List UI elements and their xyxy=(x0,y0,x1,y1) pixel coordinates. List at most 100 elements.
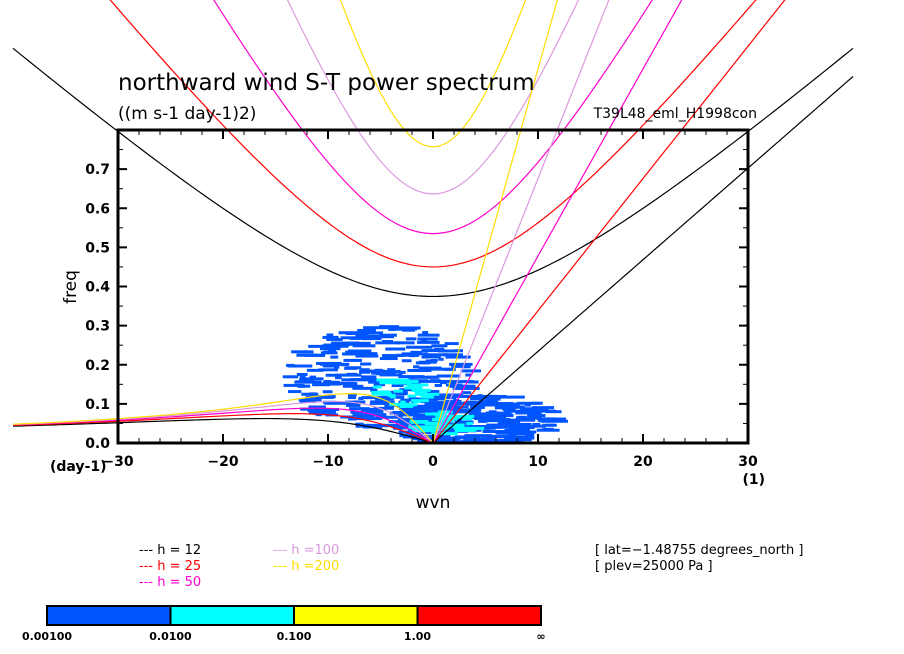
y-tick-label: 0.3 xyxy=(85,319,110,335)
power-cell xyxy=(389,402,412,406)
colorbar-label: ∞ xyxy=(536,630,545,643)
power-cell xyxy=(402,404,414,408)
inertia-gravity-curve-h200 xyxy=(339,0,527,148)
power-cell xyxy=(462,417,473,421)
power-cell xyxy=(355,354,379,358)
power-cell xyxy=(423,404,437,408)
power-cell xyxy=(331,382,358,386)
power-cell xyxy=(465,373,472,377)
power-cell xyxy=(499,395,525,399)
power-cell xyxy=(363,326,390,330)
y-axis-label: freq xyxy=(61,270,81,304)
power-cell xyxy=(500,420,520,424)
power-cell xyxy=(356,417,383,421)
power-cell xyxy=(410,350,422,354)
power-cell xyxy=(439,381,447,385)
power-cell xyxy=(360,368,370,372)
power-cell xyxy=(382,423,411,427)
power-cell xyxy=(467,408,482,412)
y-tick-labels: 0.0 0.1 0.2 0.3 0.4 0.5 0.6 0.7 xyxy=(85,162,110,452)
power-cell xyxy=(437,349,457,353)
power-cell xyxy=(452,386,480,390)
power-cell xyxy=(301,392,319,396)
power-cell xyxy=(507,422,532,426)
power-cell xyxy=(334,365,340,369)
power-cell xyxy=(477,396,488,400)
rossby-curve-h50 xyxy=(12,407,434,443)
power-cell xyxy=(296,372,308,376)
power-cell xyxy=(449,380,475,384)
power-cell xyxy=(407,369,432,373)
legend-entry-h100: --- h =100 xyxy=(273,543,339,558)
power-cell xyxy=(443,353,464,357)
power-cell xyxy=(389,392,407,396)
power-cell xyxy=(392,426,403,430)
y-tick-label: 0.0 xyxy=(85,436,110,452)
colorbar-label: 0.100 xyxy=(277,630,312,643)
power-cell xyxy=(399,370,406,374)
power-cell xyxy=(388,420,413,424)
power-cell xyxy=(375,397,382,401)
power-cell xyxy=(395,341,415,345)
power-cell xyxy=(412,388,431,392)
power-cell xyxy=(328,349,336,353)
power-cell xyxy=(435,424,463,428)
power-cell xyxy=(400,398,414,402)
power-cell xyxy=(362,331,384,335)
power-cell xyxy=(391,384,404,388)
power-cell xyxy=(405,337,417,341)
power-cell xyxy=(409,426,437,430)
power-cell xyxy=(426,428,446,432)
power-cell xyxy=(322,400,337,404)
kelvin-curve-h200 xyxy=(432,0,558,443)
power-cell xyxy=(520,407,537,411)
power-cell xyxy=(299,384,311,388)
power-cell xyxy=(375,415,400,419)
power-cell xyxy=(318,408,340,412)
power-cell xyxy=(427,439,454,443)
power-cell xyxy=(432,418,450,422)
colorbar-segment xyxy=(169,605,295,626)
power-cell xyxy=(542,423,554,427)
power-cell xyxy=(396,327,418,331)
power-cell xyxy=(468,415,496,419)
power-cell xyxy=(374,370,401,374)
power-cell xyxy=(352,386,376,390)
power-cell xyxy=(371,371,389,375)
power-cell xyxy=(326,337,343,341)
colorbar-label: 0.00100 xyxy=(22,630,72,643)
power-cell xyxy=(432,407,451,411)
power-cell xyxy=(437,393,464,397)
x-tick-labels: −30 −20 −10 0 10 20 30 xyxy=(102,454,758,470)
power-cell xyxy=(428,367,456,371)
power-cell xyxy=(524,403,531,407)
y-tick-label: 0.1 xyxy=(85,397,110,413)
power-cell xyxy=(344,366,358,370)
power-cell xyxy=(420,395,434,399)
power-cell xyxy=(411,399,429,403)
power-cell xyxy=(402,407,427,411)
power-cell xyxy=(444,399,462,403)
power-cell xyxy=(508,432,535,436)
power-cell xyxy=(436,404,450,408)
power-cell xyxy=(478,400,494,404)
power-cell xyxy=(378,400,395,404)
power-cell xyxy=(442,408,468,412)
power-cell xyxy=(286,363,295,367)
power-cell xyxy=(486,423,510,427)
power-cell xyxy=(542,427,554,431)
power-cell xyxy=(299,400,316,404)
x-tick-label: −20 xyxy=(207,454,238,470)
power-cell xyxy=(315,382,341,386)
x-unit-label: (1) xyxy=(742,472,765,488)
power-cell xyxy=(308,411,321,415)
power-cell xyxy=(331,362,350,366)
power-cell xyxy=(433,355,441,359)
rossby-curve-h12 xyxy=(12,417,434,443)
power-cell xyxy=(379,357,398,361)
power-cell xyxy=(516,401,540,405)
power-cell xyxy=(350,410,365,414)
power-cell xyxy=(393,389,403,393)
power-cell xyxy=(464,434,493,438)
